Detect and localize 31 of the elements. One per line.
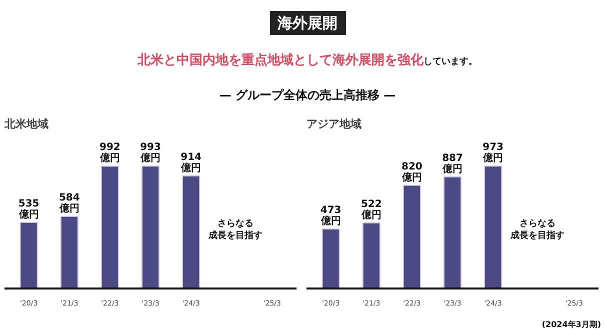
text: — グループ全体の売上高推移 — — [218, 86, 397, 104]
text: 北米と中国内地を重点地域として海外展開を強化 — [138, 53, 424, 68]
bar — [20, 222, 38, 288]
bar — [100, 166, 119, 288]
chart-title: 北米地域 — [4, 118, 48, 130]
data-label: 914 億円 — [180, 152, 202, 174]
bar — [402, 184, 421, 288]
data-label: 993 億円 — [140, 142, 161, 164]
annotation: 成長を目指す — [510, 230, 565, 242]
text: 海外展開 — [270, 11, 346, 35]
bar — [322, 228, 340, 288]
text: (2024年3月期) — [540, 319, 601, 329]
chart-title: アジア地域 — [306, 118, 362, 130]
bar — [443, 176, 462, 288]
bar — [484, 166, 502, 288]
data-label: 473 億円 — [320, 205, 342, 227]
bar — [60, 216, 78, 288]
data-label: 973 億円 — [482, 142, 504, 164]
bar — [362, 222, 380, 288]
annotation: さらなる — [520, 219, 556, 230]
data-label: 820 億円 — [400, 161, 422, 184]
data-label: 992 億円 — [98, 142, 120, 164]
bar — [141, 166, 160, 288]
data-label: 522 億円 — [360, 198, 382, 221]
annotation: さらなる — [218, 219, 254, 230]
text: しています。 — [424, 57, 478, 68]
data-label: 535 億円 — [18, 198, 40, 221]
bar — [182, 175, 200, 288]
data-label: 887 億円 — [442, 152, 463, 175]
data-label: 584 億円 — [58, 192, 80, 215]
annotation: 成長を目指す — [208, 230, 263, 242]
